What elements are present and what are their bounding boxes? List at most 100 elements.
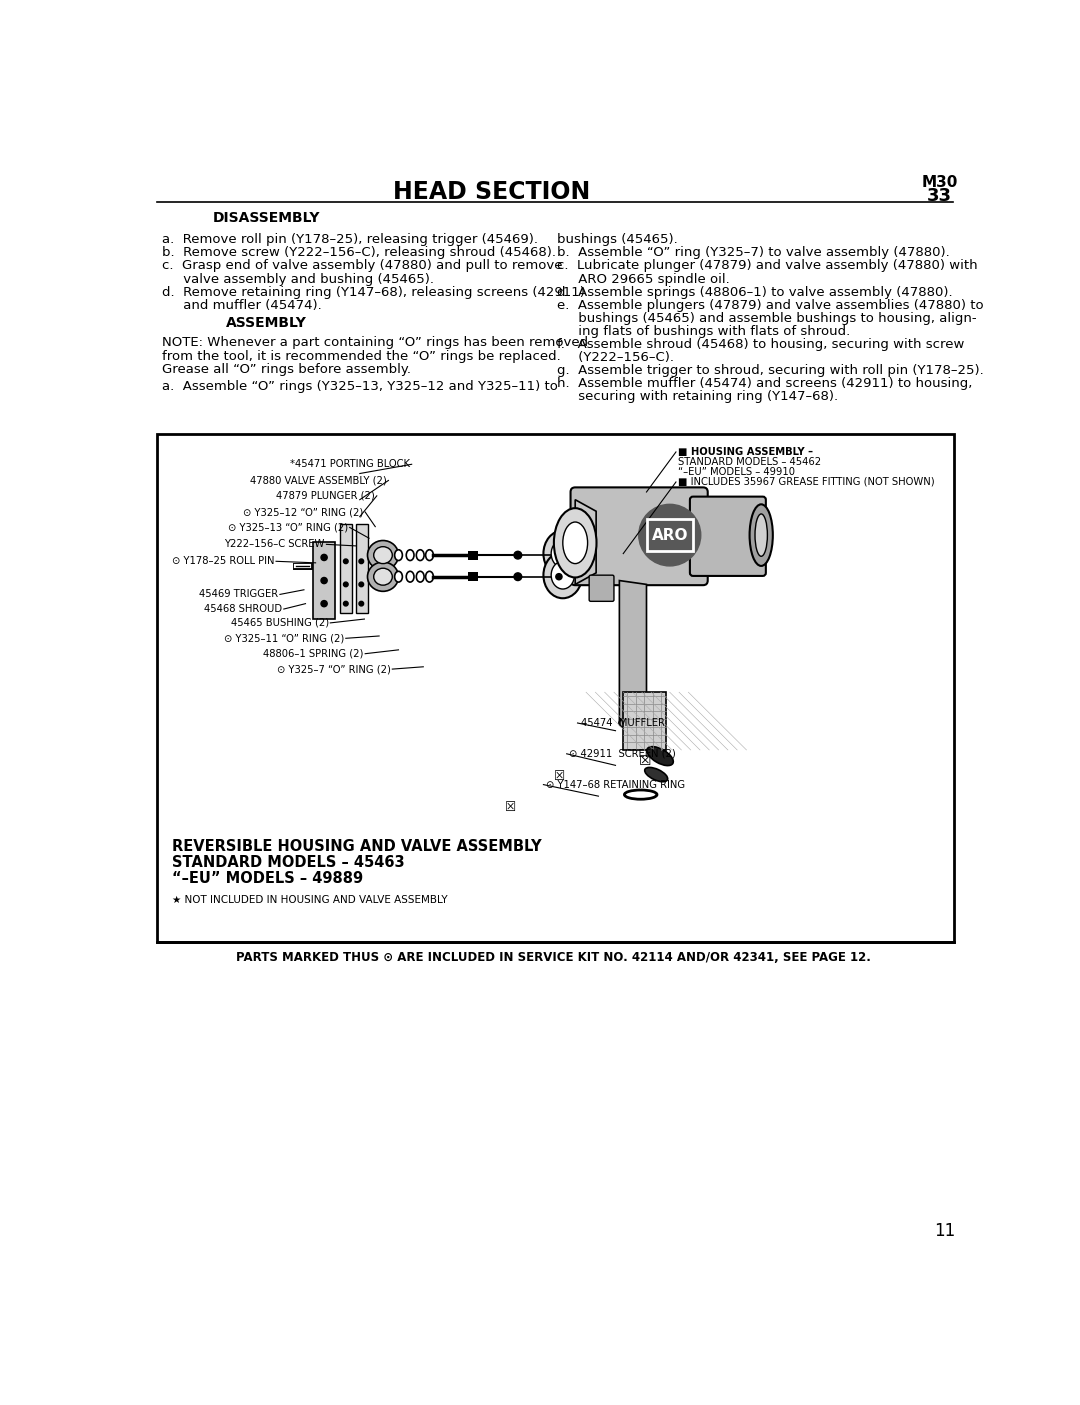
Text: ★ NOT INCLUDED IN HOUSING AND VALVE ASSEMBLY: ★ NOT INCLUDED IN HOUSING AND VALVE ASSE… [172, 895, 448, 905]
Text: ⊙ Y147–68 RETAINING RING: ⊙ Y147–68 RETAINING RING [545, 780, 685, 790]
Ellipse shape [367, 562, 399, 592]
Ellipse shape [416, 572, 424, 582]
Circle shape [514, 573, 522, 580]
Text: 48806–1 SPRING (2): 48806–1 SPRING (2) [264, 649, 364, 659]
Circle shape [321, 600, 327, 607]
Text: 45468 SHROUD: 45468 SHROUD [204, 604, 282, 614]
Bar [340, 524, 352, 613]
Text: d.  Assemble springs (48806–1) to valve assembly (47880).: d. Assemble springs (48806–1) to valve a… [557, 285, 953, 299]
FancyBboxPatch shape [570, 488, 707, 584]
Text: REVERSIBLE HOUSING AND VALVE ASSEMBLY: REVERSIBLE HOUSING AND VALVE ASSEMBLY [172, 839, 542, 854]
Ellipse shape [645, 767, 667, 781]
Ellipse shape [551, 540, 575, 568]
Circle shape [556, 573, 562, 580]
Text: from the tool, it is recommended the “O” rings be replaced.: from the tool, it is recommended the “O”… [162, 350, 561, 362]
Circle shape [359, 559, 364, 563]
Ellipse shape [543, 531, 582, 576]
Text: 47879 PLUNGER (2): 47879 PLUNGER (2) [276, 490, 375, 500]
Text: f.   Assemble shroud (45468) to housing, securing with screw: f. Assemble shroud (45468) to housing, s… [557, 339, 964, 351]
Circle shape [343, 601, 348, 606]
Text: c.  Lubricate plunger (47879) and valve assembly (47880) with: c. Lubricate plunger (47879) and valve a… [557, 260, 978, 273]
Text: a.  Remove roll pin (Y178–25), releasing trigger (45469).: a. Remove roll pin (Y178–25), releasing … [162, 233, 538, 246]
Text: ⊙ Y325–11 “O” RING (2): ⊙ Y325–11 “O” RING (2) [224, 634, 345, 643]
Circle shape [343, 582, 348, 587]
Polygon shape [576, 500, 596, 584]
Text: ⊙ Y178–25 ROLL PIN: ⊙ Y178–25 ROLL PIN [172, 556, 274, 566]
Text: *45471 PORTING BLOCK: *45471 PORTING BLOCK [291, 459, 410, 469]
Ellipse shape [374, 547, 392, 563]
Text: ⊙ Y325–7 “O” RING (2): ⊙ Y325–7 “O” RING (2) [276, 665, 391, 674]
Ellipse shape [426, 549, 433, 561]
Text: PARTS MARKED THUS ⊙ ARE INCLUDED IN SERVICE KIT NO. 42114 AND/OR 42341, SEE PAGE: PARTS MARKED THUS ⊙ ARE INCLUDED IN SERV… [237, 951, 870, 964]
Text: Y222–156–C SCREW: Y222–156–C SCREW [225, 540, 325, 549]
Circle shape [343, 559, 348, 563]
Ellipse shape [416, 549, 424, 561]
Bar [356, 524, 367, 613]
Text: b.  Assemble “O” ring (Y325–7) to valve assembly (47880).: b. Assemble “O” ring (Y325–7) to valve a… [557, 246, 950, 260]
Ellipse shape [394, 572, 403, 582]
Text: a.  Assemble “O” rings (Y325–13, Y325–12 and Y325–11) to: a. Assemble “O” rings (Y325–13, Y325–12 … [162, 381, 558, 393]
Circle shape [556, 552, 562, 558]
Text: ARO 29665 spindle oil.: ARO 29665 spindle oil. [557, 273, 730, 285]
Text: ■ INCLUDES 35967 GREASE FITTING (NOT SHOWN): ■ INCLUDES 35967 GREASE FITTING (NOT SHO… [677, 476, 934, 488]
Text: valve assembly and bushing (45465).: valve assembly and bushing (45465). [162, 273, 434, 285]
Text: ARO: ARO [651, 528, 688, 542]
Ellipse shape [426, 572, 433, 582]
Polygon shape [619, 580, 647, 724]
Ellipse shape [394, 549, 403, 561]
Ellipse shape [367, 541, 399, 570]
Bar [157, 434, 954, 943]
Bar [313, 542, 335, 620]
Text: M30: M30 [921, 176, 958, 190]
Text: 45469 TRIGGER: 45469 TRIGGER [199, 590, 279, 600]
Ellipse shape [374, 568, 392, 584]
Ellipse shape [750, 504, 773, 566]
Bar [647, 518, 693, 551]
Text: 47880 VALVE ASSEMBLY (2): 47880 VALVE ASSEMBLY (2) [251, 475, 387, 486]
Text: e.  Assemble plungers (47879) and valve assemblies (47880) to: e. Assemble plungers (47879) and valve a… [557, 299, 984, 312]
Circle shape [359, 601, 364, 606]
Ellipse shape [406, 549, 414, 561]
Text: HEAD SECTION: HEAD SECTION [393, 180, 590, 204]
Text: ⊙ Y325–12 “O” RING (2): ⊙ Y325–12 “O” RING (2) [243, 507, 364, 517]
Text: and muffler (45474).: and muffler (45474). [162, 299, 322, 312]
Text: securing with retaining ring (Y147–68).: securing with retaining ring (Y147–68). [557, 391, 838, 403]
Text: bushings (45465).: bushings (45465). [557, 233, 678, 246]
FancyBboxPatch shape [590, 575, 613, 601]
Text: DISASSEMBLY: DISASSEMBLY [213, 211, 321, 225]
Text: (Y222–156–C).: (Y222–156–C). [557, 351, 674, 364]
Text: 45474  MUFFLER: 45474 MUFFLER [581, 718, 664, 728]
Ellipse shape [551, 562, 575, 589]
Circle shape [514, 551, 522, 559]
Text: STANDARD MODELS – 45462: STANDARD MODELS – 45462 [677, 457, 821, 466]
Circle shape [321, 577, 327, 583]
Bar [623, 693, 666, 750]
Circle shape [638, 504, 701, 566]
Ellipse shape [543, 552, 582, 599]
Text: ☒: ☒ [504, 801, 516, 815]
Text: g.  Assemble trigger to shroud, securing with roll pin (Y178–25).: g. Assemble trigger to shroud, securing … [557, 364, 984, 377]
Text: ing flats of bushings with flats of shroud.: ing flats of bushings with flats of shro… [557, 325, 851, 339]
Text: ⊙ 42911  SCREEN (2): ⊙ 42911 SCREEN (2) [569, 749, 676, 759]
Text: ☒: ☒ [554, 770, 565, 784]
Ellipse shape [755, 514, 768, 556]
Text: c.  Grasp end of valve assembly (47880) and pull to remove: c. Grasp end of valve assembly (47880) a… [162, 260, 563, 273]
Text: ■ HOUSING ASSEMBLY –: ■ HOUSING ASSEMBLY – [677, 447, 812, 457]
Text: h.  Assemble muffler (45474) and screens (42911) to housing,: h. Assemble muffler (45474) and screens … [557, 378, 973, 391]
Text: “–EU” MODELS – 49910: “–EU” MODELS – 49910 [677, 466, 795, 476]
Text: 11: 11 [934, 1222, 956, 1241]
Circle shape [321, 555, 327, 561]
Circle shape [359, 582, 364, 587]
FancyBboxPatch shape [690, 496, 766, 576]
Text: 45465 BUSHING (2): 45465 BUSHING (2) [231, 618, 328, 628]
Text: ASSEMBLY: ASSEMBLY [227, 316, 307, 330]
Text: “–EU” MODELS – 49889: “–EU” MODELS – 49889 [172, 871, 363, 887]
Text: ⊙ Y325–13 “O” RING (2): ⊙ Y325–13 “O” RING (2) [228, 523, 348, 532]
Ellipse shape [406, 572, 414, 582]
Bar [469, 572, 477, 582]
Ellipse shape [647, 746, 673, 766]
Text: 33: 33 [927, 187, 951, 205]
Text: ☒: ☒ [638, 753, 651, 767]
Ellipse shape [619, 717, 646, 729]
Ellipse shape [563, 523, 588, 563]
